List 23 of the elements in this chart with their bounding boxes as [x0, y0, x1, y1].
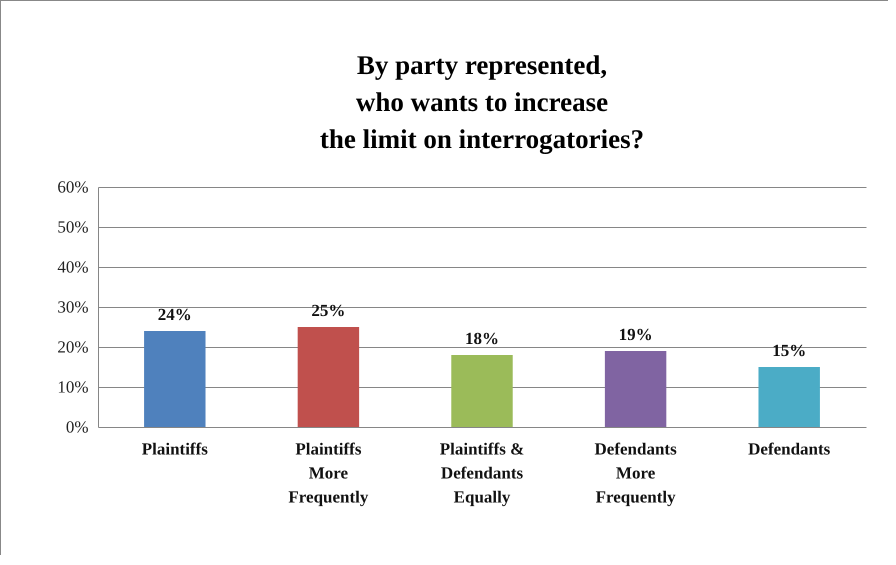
bar — [144, 331, 206, 427]
data-label: 19% — [618, 325, 653, 344]
x-tick-label: Plaintiffs More Frequently — [288, 440, 369, 506]
y-tick-label: 30% — [57, 298, 88, 316]
data-label: 25% — [311, 301, 346, 320]
y-tick-label: 0% — [66, 418, 88, 436]
bar — [451, 355, 513, 427]
data-label: 24% — [158, 305, 192, 324]
bar — [758, 367, 820, 427]
data-label: 15% — [772, 341, 806, 360]
y-tick-label: 20% — [57, 338, 88, 356]
y-tick-label: 60% — [57, 178, 88, 196]
y-tick-label: 10% — [57, 378, 88, 396]
x-tick-label: Plaintiffs — [142, 440, 208, 458]
bar — [298, 327, 360, 427]
y-tick-label: 40% — [57, 258, 88, 276]
x-tick-label: Defendants — [748, 440, 831, 458]
bar — [604, 351, 666, 427]
x-tick-label: Plaintiffs & Defendants Equally — [440, 440, 524, 506]
chart-title: By party represented, who wants to increase the limit on interrogatories? — [320, 50, 644, 154]
data-label: 18% — [465, 329, 499, 348]
x-tick-label: Defendants More Frequently — [594, 440, 678, 506]
y-tick-label: 50% — [57, 218, 88, 236]
